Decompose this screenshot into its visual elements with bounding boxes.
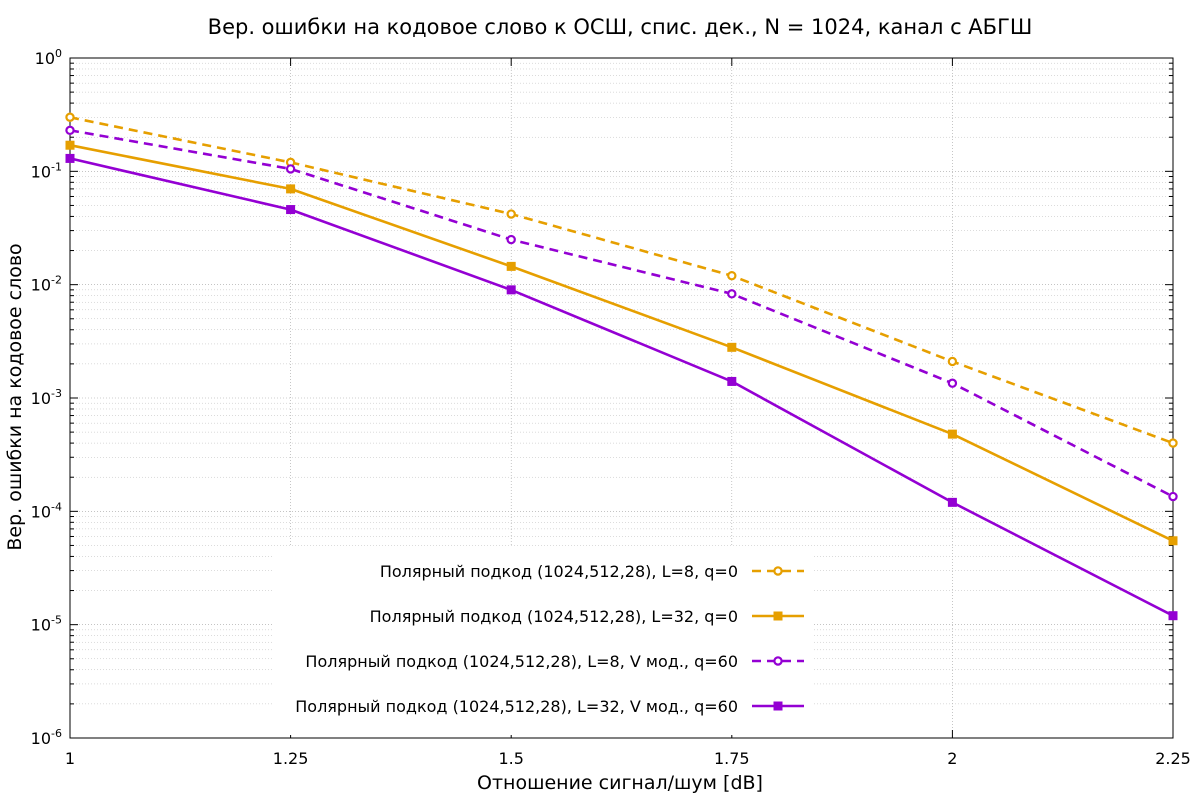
- series-3: [65, 125, 1178, 502]
- data-point: [727, 342, 737, 352]
- x-tick-label: 1.75: [714, 749, 750, 768]
- x-axis-title: Отношение сигнал/шум [dB]: [477, 772, 763, 794]
- legend: Полярный подкод (1024,512,28), L=8, q=0 П…: [295, 562, 804, 716]
- data-point: [65, 140, 75, 150]
- data-point: [947, 497, 957, 507]
- legend-item: Полярный подкод (1024,512,28), L=32, q=0: [370, 607, 804, 626]
- series-4: [65, 153, 1178, 621]
- legend-item: Полярный подкод (1024,512,28), L=8, V мо…: [305, 652, 804, 671]
- x-tick-label: 1.25: [273, 749, 309, 768]
- data-point: [506, 234, 516, 245]
- x-tick-label: 1.5: [498, 749, 523, 768]
- data-point: [506, 285, 516, 295]
- series-line: [69, 157, 1174, 617]
- y-axis-title: Вер. ошибки на кодовое слово: [4, 243, 26, 550]
- y-tick-label: 10-6: [31, 727, 62, 748]
- series-layer: [65, 112, 1178, 621]
- data-point: [727, 270, 737, 281]
- legend-box: [272, 547, 813, 735]
- legend-label: Полярный подкод (1024,512,28), L=32, q=0: [370, 607, 738, 626]
- x-tick-label: 2: [947, 749, 957, 768]
- data-point: [65, 112, 75, 122]
- data-point: [1168, 438, 1178, 448]
- y-tick-label: 10-2: [31, 274, 62, 295]
- data-point: [506, 261, 516, 271]
- legend-label: Полярный подкод (1024,512,28), L=8, q=0: [380, 562, 738, 581]
- series-line: [69, 129, 1174, 498]
- legend-label: Полярный подкод (1024,512,28), L=8, V мо…: [305, 652, 738, 671]
- data-point: [1168, 536, 1178, 546]
- y-tick-label: 10-5: [31, 614, 62, 635]
- data-point: [727, 376, 737, 386]
- y-tick-label: 100: [35, 47, 62, 68]
- y-tick-label: 10-3: [31, 387, 62, 408]
- series-line: [69, 143, 1174, 542]
- y-tick-label: 10-1: [31, 160, 62, 181]
- data-point: [285, 164, 296, 174]
- legend-background: [272, 547, 813, 735]
- data-point: [65, 153, 75, 163]
- x-tick-label: 2.25: [1155, 749, 1191, 768]
- data-point: [286, 184, 296, 194]
- series-1: [65, 112, 1178, 448]
- legend-item: Полярный подкод (1024,512,28), L=8, q=0: [380, 562, 804, 581]
- data-point: [65, 125, 75, 136]
- legend-item: Полярный подкод (1024,512,28), L=32, V м…: [295, 697, 804, 716]
- series-2: [65, 140, 1178, 546]
- data-point: [286, 205, 296, 215]
- y-tick-label: 10-4: [31, 500, 62, 521]
- legend-swatch-marker: [773, 701, 783, 711]
- legend-swatch-marker: [773, 611, 783, 621]
- grid: [69, 57, 1174, 739]
- legend-swatch-marker: [773, 566, 783, 576]
- chart-title: Вер. ошибки на кодовое слово к ОСШ, спис…: [208, 15, 1033, 39]
- data-point: [727, 289, 737, 299]
- data-point: [947, 356, 958, 367]
- x-tick-label: 1: [65, 749, 75, 768]
- data-point: [1168, 611, 1178, 621]
- data-point: [947, 429, 957, 439]
- data-point: [506, 209, 516, 219]
- data-point: [947, 378, 958, 388]
- data-point: [1168, 491, 1178, 502]
- legend-swatch-marker: [773, 656, 783, 666]
- axis-ticks: 1 1.25 1.5 1.75 2 2.25 100 10-1 10-2 10-3 10-4 10-5…: [31, 47, 1191, 768]
- legend-label: Полярный подкод (1024,512,28), L=32, V м…: [295, 697, 738, 716]
- series-line: [69, 116, 1174, 445]
